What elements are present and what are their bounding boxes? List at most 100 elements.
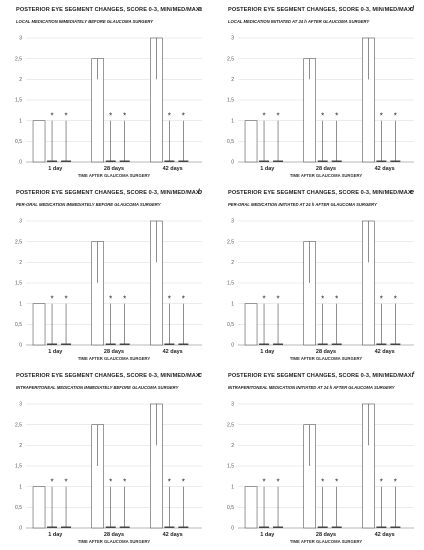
y-tick-label: 0	[231, 526, 234, 532]
y-tick-label: 3	[19, 219, 22, 225]
chart-panel-e: POSTERIOR EYE SEGMENT CHANGES, SCORE 0-3…	[214, 183, 424, 366]
significance-star: *	[50, 478, 53, 487]
y-tick-label: 3	[19, 36, 22, 42]
panel-title: POSTERIOR EYE SEGMENT CHANGES, SCORE 0-3…	[16, 190, 200, 196]
x-axis-title: TIME AFTER GLAUCOMA SURGERY	[78, 539, 151, 544]
chart-svg: 0 0,5 1 1,5 2 2,5 3 * * 1 day * * 28 days * * 42 days TI…	[15, 402, 202, 544]
significance-star: *	[394, 478, 397, 487]
y-tick-label: 1	[231, 118, 234, 124]
significance-star: *	[394, 295, 397, 304]
y-tick-label: 2,5	[227, 239, 234, 245]
significance-star: *	[168, 112, 171, 121]
y-tick-label: 1,5	[227, 464, 234, 470]
bar-median	[303, 424, 317, 529]
significance-star: *	[50, 112, 53, 121]
y-tick-label: 3	[231, 36, 234, 42]
y-tick-label: 1,5	[15, 281, 22, 287]
significance-star: *	[50, 295, 53, 304]
panel-subtitle: LOCAL MEDICATION IMMEDIATELY BEFORE GLAU…	[16, 19, 154, 24]
significance-star: *	[335, 112, 338, 121]
y-tick-label: 2,5	[227, 56, 234, 62]
panel-title: POSTERIOR EYE SEGMENT CHANGES, SCORE 0-3…	[228, 373, 412, 379]
x-axis-title: TIME AFTER GLAUCOMA SURGERY	[290, 356, 363, 361]
y-tick-label: 2,5	[227, 422, 234, 428]
significance-star: *	[276, 295, 279, 304]
significance-star: *	[182, 478, 185, 487]
y-tick-label: 1	[19, 118, 22, 124]
significance-star: *	[109, 112, 112, 121]
significance-star: *	[380, 295, 383, 304]
y-tick-label: 0	[231, 343, 234, 349]
y-tick-label: 2	[231, 77, 234, 83]
panel-subtitle: PER-ORAL MEDICATION INITIATED AT 24 h AF…	[228, 202, 377, 207]
y-tick-label: 0	[19, 343, 22, 349]
significance-star: *	[168, 295, 171, 304]
significance-star: *	[262, 478, 265, 487]
bar-median	[244, 120, 258, 163]
x-category-label: 1 day	[48, 532, 63, 538]
y-tick-label: 1,5	[15, 464, 22, 470]
y-tick-label: 2	[19, 443, 22, 449]
chart-svg: 0 0,5 1 1,5 2 2,5 3 * * 1 day * * 28 days * * 42 days TI…	[15, 219, 202, 361]
bar-median	[32, 486, 46, 529]
x-axis-title: TIME AFTER GLAUCOMA SURGERY	[290, 173, 363, 178]
y-tick-label: 0	[19, 160, 22, 166]
y-tick-label: 2	[231, 443, 234, 449]
x-category-label: 42 days	[375, 349, 395, 355]
x-category-label: 1 day	[48, 349, 63, 355]
x-category-label: 28 days	[316, 349, 336, 355]
x-category-label: 42 days	[163, 166, 183, 172]
y-tick-label: 3	[19, 402, 22, 408]
x-category-label: 1 day	[260, 166, 275, 172]
y-tick-label: 3	[231, 402, 234, 408]
chart-panel-f: POSTERIOR EYE SEGMENT CHANGES, SCORE 0-3…	[214, 366, 424, 549]
chart-panel-a: POSTERIOR EYE SEGMENT CHANGES, SCORE 0-3…	[2, 0, 212, 183]
x-category-label: 28 days	[104, 349, 124, 355]
y-tick-label: 2,5	[15, 422, 22, 428]
significance-star: *	[262, 295, 265, 304]
significance-star: *	[321, 112, 324, 121]
significance-star: *	[262, 112, 265, 121]
bar-median	[91, 424, 105, 529]
x-category-label: 42 days	[163, 532, 183, 538]
y-tick-label: 0,5	[227, 139, 234, 145]
y-tick-label: 0,5	[227, 322, 234, 328]
y-tick-label: 1	[231, 301, 234, 307]
x-category-label: 42 days	[163, 349, 183, 355]
significance-star: *	[123, 112, 126, 121]
y-tick-label: 1	[19, 484, 22, 490]
significance-star: *	[335, 478, 338, 487]
panel-subtitle: PER-ORAL MEDICATION IMMEDIATELY BEFORE G…	[16, 202, 161, 207]
bar-median	[244, 486, 258, 529]
panel-title: POSTERIOR EYE SEGMENT CHANGES, SCORE 0-3…	[16, 373, 200, 379]
panel-subtitle: INTRAPERITONEAL MEDICATION INITIATED AT …	[228, 385, 395, 390]
significance-star: *	[109, 295, 112, 304]
significance-star: *	[64, 478, 67, 487]
chart-panel-d: POSTERIOR EYE SEGMENT CHANGES, SCORE 0-3…	[214, 0, 424, 183]
significance-star: *	[276, 478, 279, 487]
y-tick-label: 1,5	[227, 281, 234, 287]
x-category-label: 1 day	[260, 532, 275, 538]
x-category-label: 28 days	[104, 166, 124, 172]
significance-star: *	[168, 478, 171, 487]
chart-svg: 0 0,5 1 1,5 2 2,5 3 * * 1 day * * 28 days * * 42 days TI…	[15, 36, 202, 178]
x-category-label: 1 day	[260, 349, 275, 355]
y-tick-label: 0,5	[15, 139, 22, 145]
y-tick-label: 3	[231, 219, 234, 225]
panel-title: POSTERIOR EYE SEGMENT CHANGES, SCORE 0-3…	[228, 190, 412, 196]
y-tick-label: 0	[231, 160, 234, 166]
y-tick-label: 2,5	[15, 239, 22, 245]
chart-svg: 0 0,5 1 1,5 2 2,5 3 * * 1 day * * 28 days * * 42 days TI…	[227, 219, 414, 361]
chart-panel-b: POSTERIOR EYE SEGMENT CHANGES, SCORE 0-3…	[2, 183, 212, 366]
y-tick-label: 2	[231, 260, 234, 266]
x-category-label: 28 days	[316, 166, 336, 172]
panel-letter: c	[198, 372, 202, 379]
x-category-label: 28 days	[104, 532, 124, 538]
y-tick-label: 2	[19, 260, 22, 266]
x-category-label: 28 days	[316, 532, 336, 538]
significance-star: *	[182, 112, 185, 121]
x-axis-title: TIME AFTER GLAUCOMA SURGERY	[78, 173, 151, 178]
y-tick-label: 0	[19, 526, 22, 532]
significance-star: *	[335, 295, 338, 304]
